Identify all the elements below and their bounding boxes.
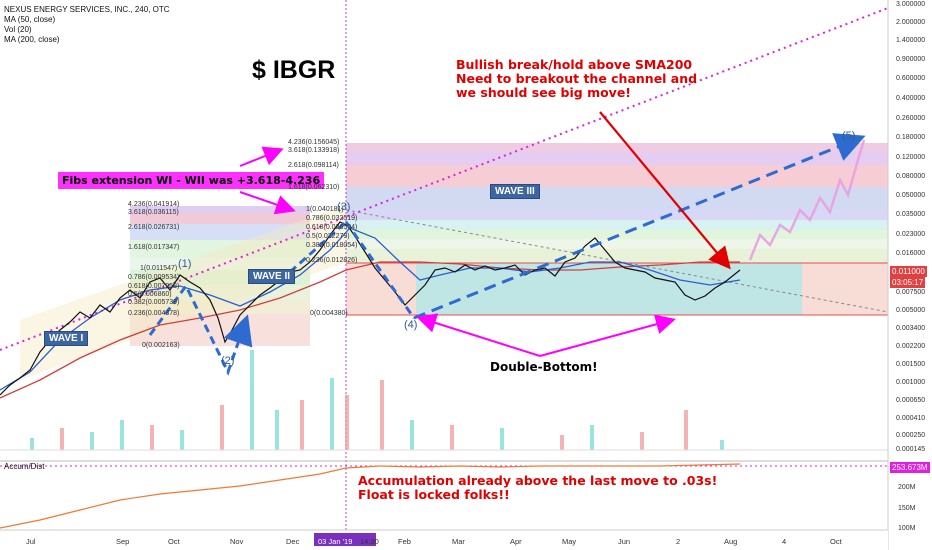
fib-right-label: 0.382(0.018054) xyxy=(306,242,358,249)
fib-left-label: 4.236(0.041914) xyxy=(128,201,180,208)
fib-right-label: 1.618(0.062310) xyxy=(288,184,340,191)
bullish-note-line2: Need to breakout the channel and xyxy=(456,71,698,86)
accum-note-line1: Accumulation already above the last move… xyxy=(358,473,718,488)
wave-1-label: WAVE I xyxy=(44,331,89,346)
accum-tick: 200M xyxy=(898,484,916,491)
y-tick: 0.000250 xyxy=(896,432,926,439)
x-tick: May xyxy=(562,537,577,546)
fib-right-label: 3.618(0.133918) xyxy=(288,147,340,154)
y-tick: 0.035000 xyxy=(896,211,926,218)
time-marker: 14:30 xyxy=(360,537,379,546)
accum-note: Accumulation already above the last move… xyxy=(358,474,717,502)
double-bottom-note: Double-Bottom! xyxy=(490,360,598,374)
wave-count-4: (4) xyxy=(404,319,418,331)
x-tick: Jul xyxy=(26,537,36,546)
y-tick: 0.600000 xyxy=(896,75,926,82)
fib-right-label: 0(0.004380) xyxy=(310,310,348,317)
date-marker: 03 Jan '19 xyxy=(318,537,353,546)
bullish-note-line3: we should see big move! xyxy=(456,85,632,100)
y-tick: 0.016000 xyxy=(896,250,926,257)
fib-left-label: 0.786(0.009534) xyxy=(128,274,180,281)
fib-left-label: 1.618(0.017347) xyxy=(128,244,180,251)
x-tick: Jun xyxy=(618,537,631,546)
y-tick: 0.000410 xyxy=(896,415,926,422)
x-tick: Aug xyxy=(724,537,738,546)
y-tick: 0.001000 xyxy=(896,379,926,386)
current-price-tag: 0.011000 xyxy=(890,266,927,277)
fib-left-label: 3.618(0.036115) xyxy=(128,209,179,216)
fib-left-label: 0(0.002163) xyxy=(142,342,180,349)
fib-left-label: 0.382(0.005739) xyxy=(128,299,180,306)
wave-3-label: WAVE III xyxy=(490,184,540,199)
x-tick: Feb xyxy=(398,537,411,546)
ma200-legend[interactable]: MA (200, close) xyxy=(4,35,60,44)
y-tick: 0.400000 xyxy=(896,95,926,102)
accum-tick: 150M xyxy=(898,505,916,512)
y-tick: 0.007500 xyxy=(896,289,926,296)
fib-right-label: 4.236(0.156045) xyxy=(288,139,340,146)
ticker-title: $ IBGR xyxy=(252,56,336,84)
wave-count-2: (2) xyxy=(221,355,235,367)
bullish-note: Bullish break/hold above SMA200 Need to … xyxy=(456,58,697,100)
x-tick: Apr xyxy=(510,537,522,546)
volume-bars xyxy=(30,350,724,450)
wave-count-3: (3) xyxy=(337,201,351,213)
symbol-legend: NEXUS ENERGY SERVICES, INC., 240, OTC xyxy=(4,5,170,14)
fib-zones-left xyxy=(130,206,310,346)
fib-zones-right xyxy=(346,143,888,315)
y-tick: 0.180000 xyxy=(896,134,926,141)
y-tick: 0.080000 xyxy=(896,173,926,180)
accum-note-line2: Float is locked folks!! xyxy=(358,487,510,502)
y-tick: 0.000650 xyxy=(896,397,926,404)
wave-2-label: WAVE II xyxy=(248,269,296,284)
fib-right-label: 1(0.040181) xyxy=(306,206,344,213)
accum-value-tag: 253.673M xyxy=(890,462,930,473)
trendline xyxy=(0,7,889,351)
accum-tick: 100M xyxy=(898,525,916,532)
y-tick: 2.000000 xyxy=(896,19,926,26)
x-tick: 4 xyxy=(782,537,787,546)
x-tick: Sep xyxy=(116,537,130,546)
y-tick: 0.120000 xyxy=(896,154,926,161)
x-tick: Mar xyxy=(452,537,465,546)
y-tick: 0.005000 xyxy=(896,307,926,314)
y-tick: 0.003400 xyxy=(896,325,926,332)
fib-right-label: 2.618(0.098114) xyxy=(288,162,339,169)
y-tick: 0.050000 xyxy=(896,192,926,199)
fib-left-label: 2.618(0.026731) xyxy=(128,224,180,231)
fib-left-label: 0.618(0.007958) xyxy=(128,283,180,290)
y-tick: 0.002200 xyxy=(896,343,926,350)
y-tick: 3.000000 xyxy=(896,1,926,8)
y-tick: 0.001500 xyxy=(896,361,926,368)
y-tick: 0.260000 xyxy=(896,115,926,122)
wave-count-5: (5) xyxy=(842,130,856,142)
countdown-tag: 03:05:17 xyxy=(890,277,926,288)
fib-left-label: 0.5(0.006860) xyxy=(128,291,172,298)
vol-legend[interactable]: Vol (20) xyxy=(4,25,32,34)
wave-count-1: (1) xyxy=(178,258,192,270)
fib-right-label: 0.5(0.022279) xyxy=(306,233,350,240)
x-tick: Dec xyxy=(286,537,300,546)
ma50-legend[interactable]: MA (50, close) xyxy=(4,15,56,24)
fibs-extension-note: Fibs extension WI - WII was +3.618-4.236 xyxy=(58,172,325,189)
y-tick: 0.000145 xyxy=(896,446,926,453)
accum-legend[interactable]: Accum/Dist xyxy=(4,462,45,471)
x-tick: 2 xyxy=(676,537,681,546)
accum-dist-line xyxy=(0,463,741,529)
x-tick: Oct xyxy=(168,537,180,546)
fib-right-label: 0.236(0.012826) xyxy=(306,257,358,264)
fib-left-label: 1(0.011547) xyxy=(140,265,178,272)
fib-right-label: 0.786(0.032519) xyxy=(306,215,358,222)
y-tick: 1.400000 xyxy=(896,37,926,44)
y-tick: 0.900000 xyxy=(896,56,926,63)
fib-right-label: 0.618(0.026504) xyxy=(306,224,358,231)
fib-left-label: 0.236(0.004378) xyxy=(128,310,180,317)
bullish-note-line1: Bullish break/hold above SMA200 xyxy=(456,57,693,72)
y-tick: 0.023000 xyxy=(896,231,926,238)
x-tick: Nov xyxy=(230,537,244,546)
x-tick: Oct xyxy=(830,537,842,546)
